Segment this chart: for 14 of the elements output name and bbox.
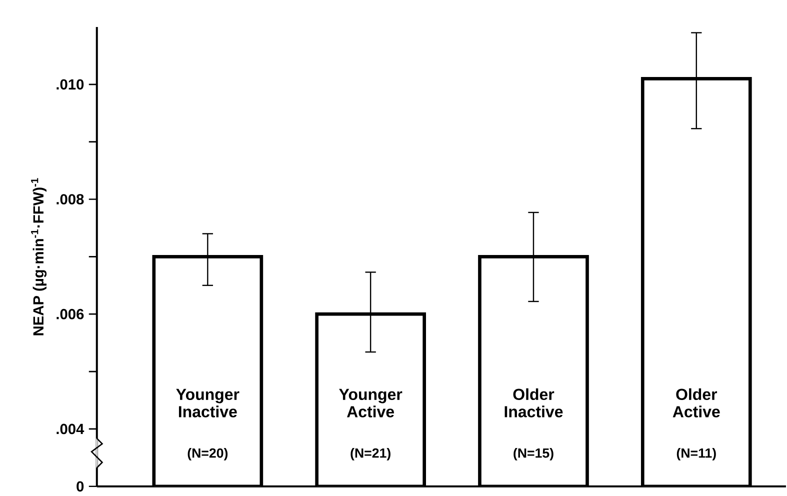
annotation: (N=15) [514,448,554,460]
y-axis-title: NEAP (µg·min$^{-1}$·FFW)$^{-1}$ [31,178,47,336]
annotation: (N=11) [676,448,716,460]
x-tick-label: Younger Inactive [176,388,240,418]
y-tick-label: .008 [56,194,84,204]
y-tick-label: .006 [56,308,84,320]
x-tick-label: Older Inactive [504,388,563,418]
y-tick-label: .010 [56,79,84,90]
y-tick-label: 0 [76,481,84,492]
annotation: (N=21) [350,448,390,460]
annotation: (N=20) [188,448,228,460]
x-tick-label: Older Active [672,388,720,418]
x-tick-label: Younger Active [339,388,402,418]
y-tick-label: .004 [56,424,84,434]
